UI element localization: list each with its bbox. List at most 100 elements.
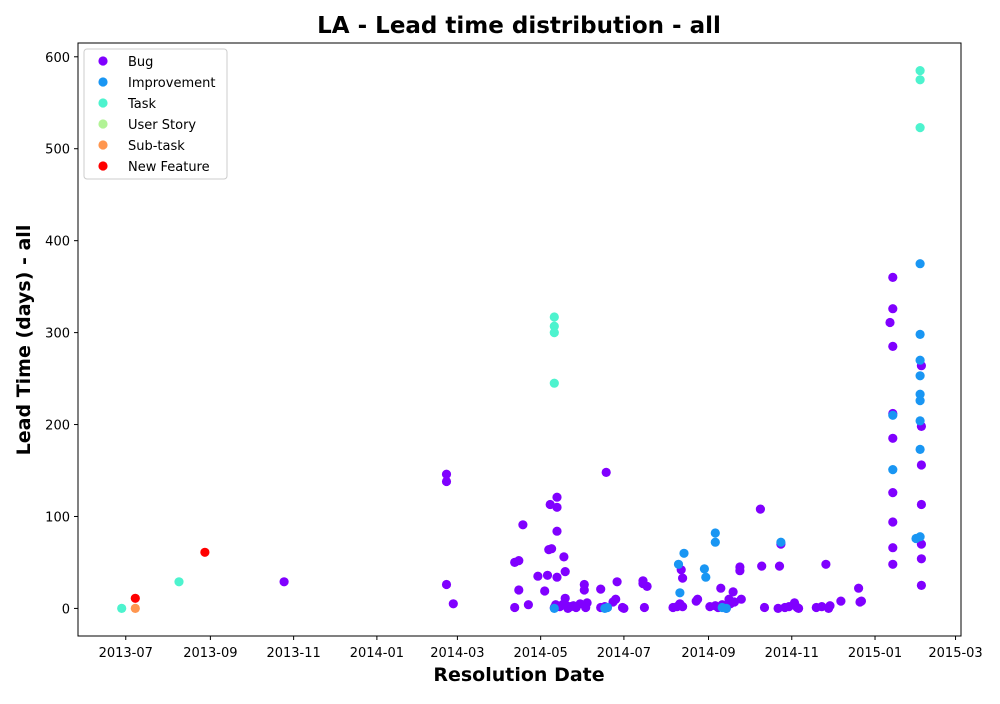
point-2-0 [117, 603, 127, 614]
point-0-73 [755, 504, 766, 514]
point-1-19 [915, 371, 925, 381]
y-tick-label: 100 [45, 510, 70, 525]
point-1-11 [721, 603, 731, 614]
point-0-68 [728, 587, 738, 597]
point-0-88 [825, 601, 835, 611]
x-tick-label: 2013-11 [266, 646, 320, 661]
x-tick-label: 2014-11 [765, 646, 819, 661]
point-2-7 [915, 75, 925, 85]
point-0-9 [518, 520, 528, 530]
plot-frame [77, 42, 962, 637]
point-1-24 [915, 532, 925, 542]
point-5-0 [130, 593, 140, 603]
x-axis: 2013-07 2013-09 2013-11 2014-01 2014-03 2014-… [99, 636, 983, 661]
point-0-2 [441, 476, 452, 487]
x-axis-label: Resolution Date [433, 664, 604, 686]
point-0-89 [836, 596, 846, 606]
point-5-1 [200, 547, 210, 557]
point-0-21 [552, 526, 562, 536]
point-0-44 [612, 577, 622, 587]
point-0-16 [547, 544, 557, 554]
point-0-6 [510, 602, 520, 613]
point-0-1 [441, 469, 452, 479]
point-2-4 [549, 328, 559, 338]
y-axis-label: Lead Time (days) - all [13, 225, 35, 456]
x-tick-label: 2014-05 [513, 646, 567, 661]
point-0-94 [888, 272, 898, 282]
point-0-38 [596, 584, 606, 594]
point-0-71 [735, 566, 745, 576]
point-2-8 [915, 123, 925, 133]
point-0-93 [885, 317, 895, 328]
point-0-72 [736, 594, 746, 604]
point-0-83 [794, 603, 804, 614]
point-0-108 [916, 554, 927, 564]
point-1-23 [915, 444, 925, 454]
point-0-102 [888, 559, 898, 569]
legend-label: New Feature [128, 160, 210, 175]
point-0-69 [729, 597, 740, 607]
point-1-0 [549, 603, 559, 614]
point-0-95 [888, 304, 898, 314]
point-0-43 [611, 594, 621, 604]
point-2-6 [915, 66, 925, 76]
point-0-20 [552, 502, 562, 512]
legend-label: Sub-task [128, 139, 185, 154]
point-1-8 [710, 528, 720, 538]
point-0-26 [560, 567, 570, 577]
legend-marker [98, 161, 108, 171]
point-1-14 [888, 465, 898, 475]
point-0-13 [542, 570, 553, 580]
y-tick-label: 0 [62, 602, 70, 617]
point-0-3 [441, 579, 452, 590]
point-0-46 [619, 603, 629, 614]
point-0-35 [579, 585, 589, 595]
point-0-22 [552, 572, 562, 582]
point-0-74 [757, 561, 767, 571]
point-0-49 [639, 602, 650, 613]
point-0-99 [888, 488, 898, 498]
point-0-10 [523, 600, 534, 610]
y-tick-label: 500 [45, 143, 70, 158]
point-0-96 [888, 341, 898, 351]
point-1-3 [673, 559, 684, 569]
point-0-25 [559, 552, 569, 562]
legend: Bug Improvement Task User Story Sub-task New … [83, 48, 228, 180]
point-1-18 [915, 355, 925, 365]
point-0-106 [916, 499, 927, 510]
point-1-20 [915, 389, 925, 399]
point-1-5 [679, 548, 689, 558]
point-0-27 [560, 593, 570, 603]
legend-marker [98, 56, 108, 66]
x-tick-label: 2014-09 [681, 646, 735, 661]
point-0-77 [774, 561, 785, 571]
point-0-86 [821, 559, 831, 569]
point-0-0 [279, 577, 289, 587]
point-1-21 [915, 396, 925, 406]
point-0-90 [854, 583, 864, 593]
legend-label: Bug [128, 55, 153, 70]
point-0-58 [693, 594, 703, 604]
point-1-22 [915, 416, 925, 426]
point-0-12 [540, 586, 550, 596]
point-4-0 [130, 603, 140, 614]
point-0-19 [552, 492, 562, 502]
point-1-12 [776, 537, 786, 547]
legend-marker [98, 119, 108, 129]
y-axis: 0 100 200 300 400 500 600 [45, 51, 78, 617]
legend-marker [98, 140, 108, 150]
marks-layer [117, 66, 927, 614]
legend-label: User Story [128, 118, 196, 133]
point-0-37 [582, 598, 592, 608]
x-tick-label: 2015-01 [848, 646, 902, 661]
legend-marker [98, 77, 108, 87]
x-tick-label: 2013-07 [99, 646, 153, 661]
point-0-50 [642, 581, 652, 592]
point-0-75 [759, 602, 770, 613]
point-0-98 [888, 433, 898, 443]
y-tick-label: 400 [45, 235, 70, 250]
legend-marker [98, 98, 108, 108]
point-2-2 [549, 312, 559, 322]
y-tick-label: 300 [45, 327, 70, 342]
